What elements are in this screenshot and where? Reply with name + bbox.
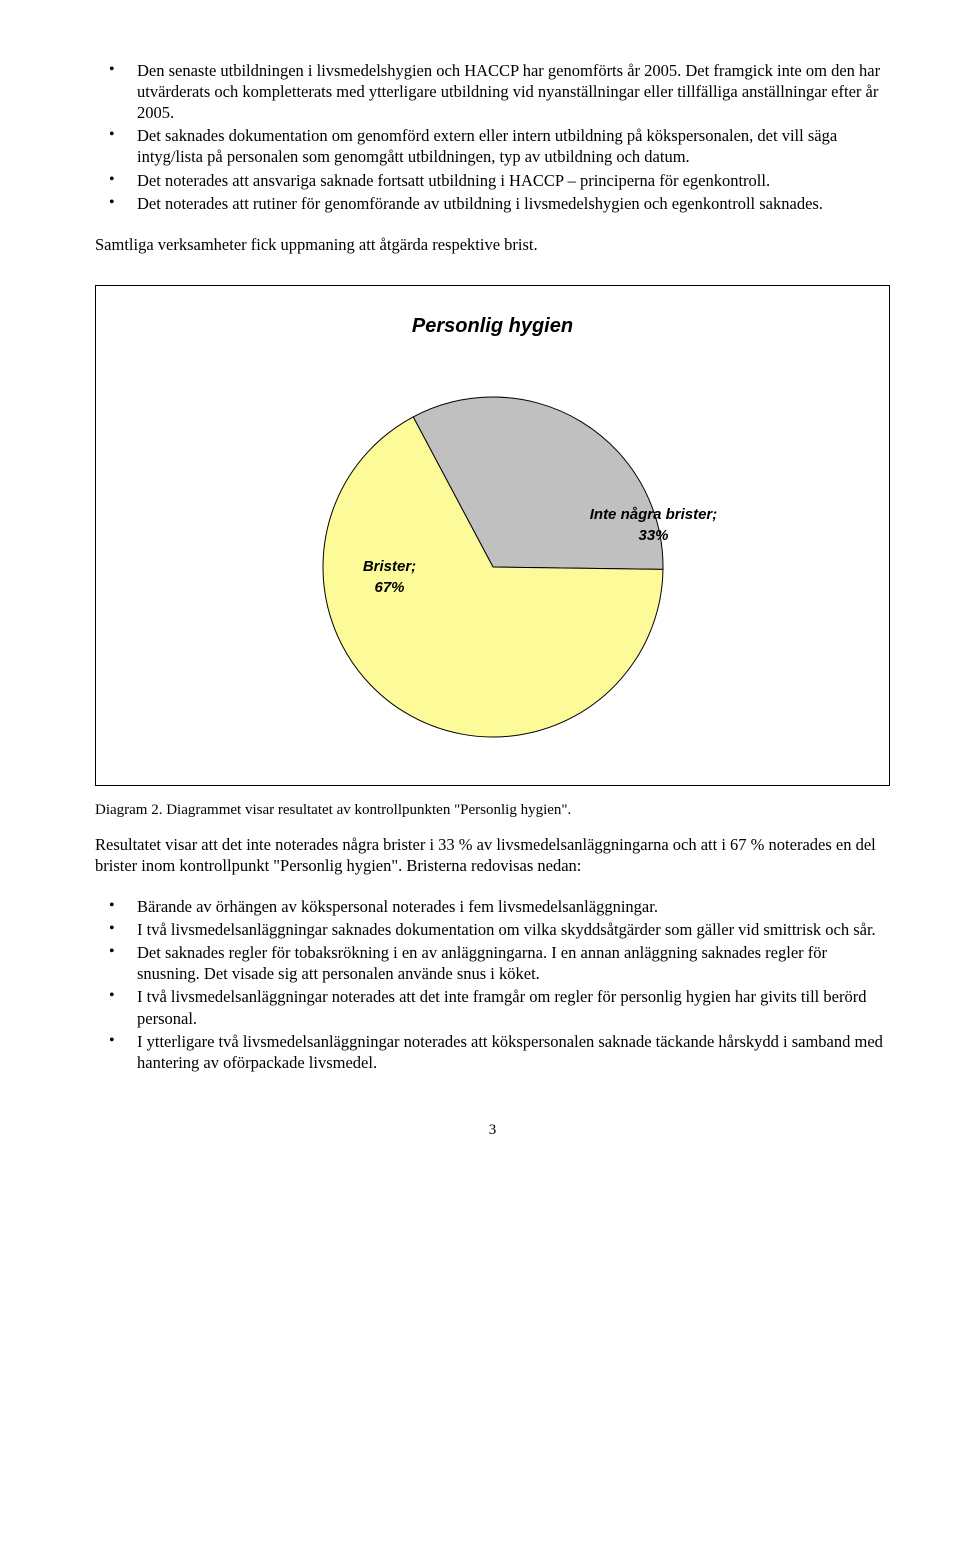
pie-slice-label: Inte några brister;33%	[569, 505, 739, 546]
chart-title: Personlig hygien	[116, 314, 869, 340]
pie-slice-label: Brister;67%	[345, 557, 435, 598]
list-item: Det noterades att ansvariga saknade fort…	[95, 170, 890, 191]
list-item: Bärande av örhängen av kökspersonal note…	[95, 896, 890, 917]
top-bullet-list: Den senaste utbildningen i livsmedelshyg…	[95, 60, 890, 214]
list-item: I ytterligare två livsmedelsanläggningar…	[95, 1031, 890, 1073]
bottom-bullet-list: Bärande av örhängen av kökspersonal note…	[95, 896, 890, 1073]
list-item: Den senaste utbildningen i livsmedelshyg…	[95, 60, 890, 123]
list-item: Det noterades att rutiner för genomföran…	[95, 193, 890, 214]
pie-chart: Inte några brister;33%Brister;67%	[313, 387, 673, 747]
list-item: Det saknades regler för tobaksrökning i …	[95, 942, 890, 984]
list-item: I två livsmedelsanläggningar noterades a…	[95, 986, 890, 1028]
mid-paragraph: Samtliga verksamheter fick uppmaning att…	[95, 234, 890, 255]
chart-caption: Diagram 2. Diagrammet visar resultatet a…	[95, 801, 890, 820]
page-number: 3	[95, 1121, 890, 1140]
list-item: I två livsmedelsanläggningar saknades do…	[95, 919, 890, 940]
result-paragraph: Resultatet visar att det inte noterades …	[95, 834, 890, 876]
list-item: Det saknades dokumentation om genomförd …	[95, 125, 890, 167]
chart-frame: Personlig hygien Inte några brister;33%B…	[95, 285, 890, 786]
